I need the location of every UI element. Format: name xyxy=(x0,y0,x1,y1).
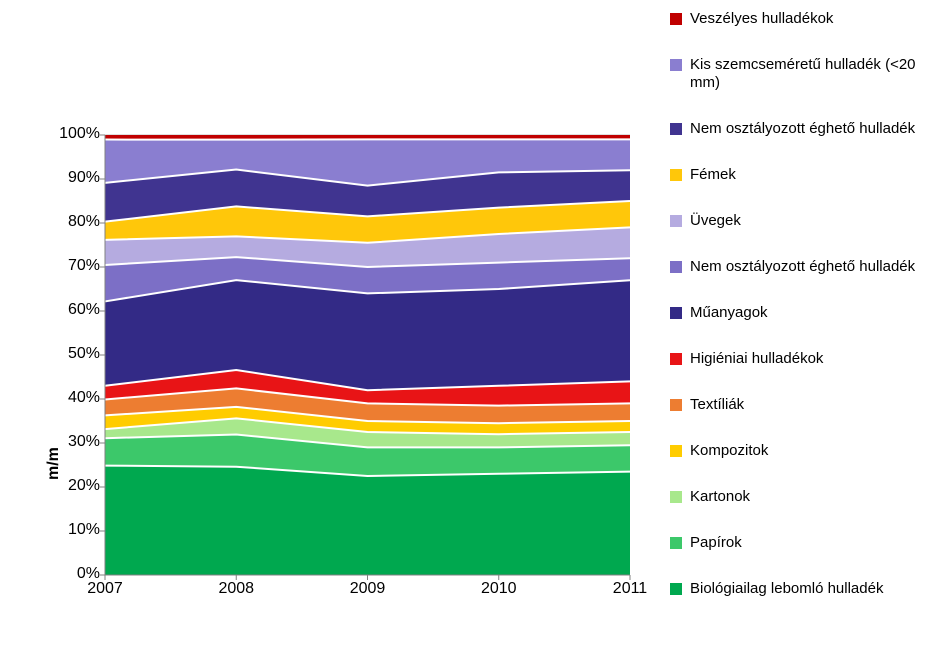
y-tick-label: 30% xyxy=(50,433,100,451)
legend-item: Kartonok xyxy=(670,488,930,506)
legend-marker xyxy=(670,491,682,503)
y-axis-label: m/m xyxy=(45,447,63,480)
plot-area xyxy=(105,135,630,575)
x-tick-label: 2010 xyxy=(469,580,529,598)
legend-item: Textíliák xyxy=(670,396,930,414)
stacked-area-chart: m/m 0%10%20%30%40%50%60%70%80%90%100% 20… xyxy=(35,130,635,610)
y-tick-label: 40% xyxy=(50,389,100,407)
legend-label: Biológiailag lebomló hulladék xyxy=(690,580,883,598)
x-tick-label: 2008 xyxy=(206,580,266,598)
legend-marker xyxy=(670,307,682,319)
y-tick-label: 90% xyxy=(50,169,100,187)
legend-item: Műanyagok xyxy=(670,304,930,322)
legend-label: Fémek xyxy=(690,166,736,184)
legend-label: Nem osztályozott éghető hulladék xyxy=(690,258,915,276)
legend-item: Kompozitok xyxy=(670,442,930,460)
legend-marker xyxy=(670,123,682,135)
legend-label: Veszélyes hulladékok xyxy=(690,10,833,28)
y-tick-label: 10% xyxy=(50,521,100,539)
legend-marker xyxy=(670,215,682,227)
legend-marker xyxy=(670,583,682,595)
legend-item: Üvegek xyxy=(670,212,930,230)
legend-marker xyxy=(670,445,682,457)
legend-item: Veszélyes hulladékok xyxy=(670,10,930,28)
legend-marker xyxy=(670,261,682,273)
legend-label: Kartonok xyxy=(690,488,750,506)
x-tick-label: 2007 xyxy=(75,580,135,598)
y-tick-label: 80% xyxy=(50,213,100,231)
legend-label: Műanyagok xyxy=(690,304,768,322)
legend-label: Higiéniai hulladékok xyxy=(690,350,823,368)
legend-label: Papírok xyxy=(690,534,742,552)
legend-item: Kis szemcseméretű hulladék (<20 mm) xyxy=(670,56,930,92)
legend-marker xyxy=(670,169,682,181)
y-tick-label: 20% xyxy=(50,477,100,495)
x-tick-label: 2009 xyxy=(338,580,398,598)
y-tick-label: 50% xyxy=(50,345,100,363)
y-tick-label: 60% xyxy=(50,301,100,319)
chart-svg xyxy=(105,135,630,575)
legend-marker xyxy=(670,59,682,71)
legend-label: Nem osztályozott éghető hulladék xyxy=(690,120,915,138)
legend-marker xyxy=(670,399,682,411)
legend-item: Nem osztályozott éghető hulladék xyxy=(670,258,930,276)
legend-label: Textíliák xyxy=(690,396,744,414)
legend-marker xyxy=(670,537,682,549)
legend-label: Kompozitok xyxy=(690,442,768,460)
legend-item: Nem osztályozott éghető hulladék xyxy=(670,120,930,138)
x-tick-label: 2011 xyxy=(600,580,660,598)
legend: Veszélyes hulladékok Kis szemcseméretű hu… xyxy=(670,10,930,626)
y-tick-label: 100% xyxy=(50,125,100,143)
legend-label: Kis szemcseméretű hulladék (<20 mm) xyxy=(690,56,930,92)
legend-marker xyxy=(670,13,682,25)
legend-label: Üvegek xyxy=(690,212,741,230)
y-tick-label: 70% xyxy=(50,257,100,275)
legend-item: Higiéniai hulladékok xyxy=(670,350,930,368)
legend-item: Biológiailag lebomló hulladék xyxy=(670,580,930,598)
legend-item: Fémek xyxy=(670,166,930,184)
legend-marker xyxy=(670,353,682,365)
legend-item: Papírok xyxy=(670,534,930,552)
